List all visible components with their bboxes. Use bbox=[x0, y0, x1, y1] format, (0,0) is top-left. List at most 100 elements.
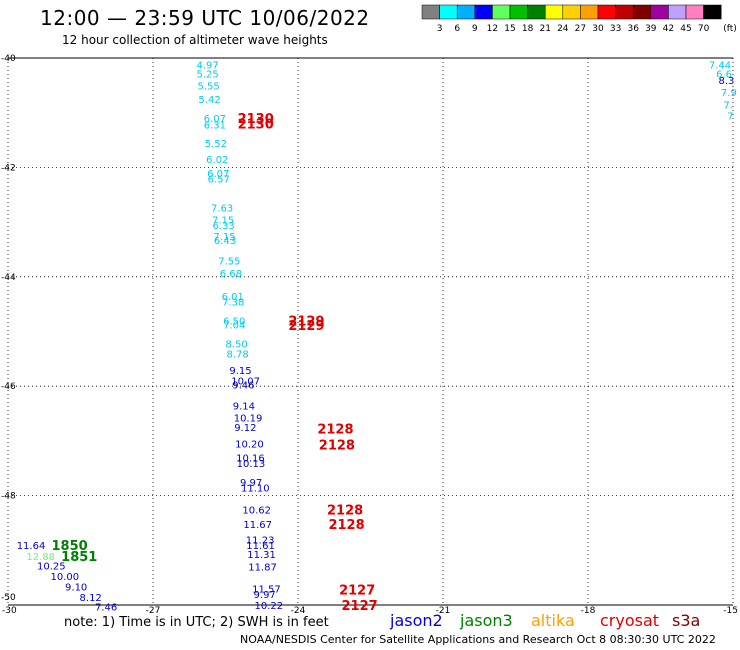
wave-height-reading: 10.25 bbox=[37, 562, 66, 573]
wave-height-reading: 7.55 bbox=[218, 256, 240, 267]
color-scale-label: 70 bbox=[698, 24, 710, 34]
wave-height-reading: 5.55 bbox=[197, 81, 219, 92]
color-swatch bbox=[421, 4, 440, 20]
wave-height-reading: 11.31 bbox=[247, 550, 276, 561]
legend-altika: altika bbox=[531, 611, 575, 630]
wave-height-reading: 6.07 bbox=[204, 114, 226, 125]
latitude-tick-label: -50 bbox=[1, 593, 16, 603]
color-swatch bbox=[632, 4, 652, 20]
wave-height-reading: 6.33 bbox=[212, 221, 234, 232]
wave-height-reading: 10.22 bbox=[255, 601, 284, 612]
longitude-tick-label: -24 bbox=[291, 606, 306, 616]
wave-height-reading: 11.23 bbox=[246, 535, 275, 546]
wave-height-reading: 6.43 bbox=[214, 236, 236, 247]
pass-time-label: 1851 bbox=[61, 550, 97, 565]
color-scale-label: 36 bbox=[627, 24, 639, 34]
pass-time-label: 2128 bbox=[319, 439, 355, 454]
wave-height-reading: 10.16 bbox=[236, 453, 265, 464]
wave-height-reading: 10.13 bbox=[237, 459, 266, 470]
pass-time-label: 2128 bbox=[317, 422, 353, 437]
wave-height-reading: 9.12 bbox=[234, 423, 256, 434]
color-scale-label: 42 bbox=[663, 24, 674, 34]
color-scale-label: 21 bbox=[539, 24, 550, 34]
pass-time-label: 1850 bbox=[52, 539, 88, 554]
wave-height-reading: 5.42 bbox=[198, 95, 220, 106]
wave-height-reading: 6.68 bbox=[220, 269, 242, 280]
color-swatch bbox=[527, 4, 546, 20]
color-scale-label: 30 bbox=[592, 24, 604, 34]
legend-cryosat: cryosat bbox=[600, 611, 659, 630]
wave-height-reading: 8.78 bbox=[226, 349, 248, 360]
color-swatch bbox=[650, 4, 669, 20]
wave-height-reading: 7 bbox=[727, 111, 733, 122]
pass-time-label: 2130 bbox=[238, 112, 274, 127]
color-scale-label: 33 bbox=[610, 24, 621, 34]
color-swatch bbox=[615, 4, 634, 20]
wave-height-reading: 12.88 bbox=[26, 552, 55, 563]
wave-height-reading: 8.3 bbox=[719, 76, 735, 87]
wave-height-reading: 11.10 bbox=[241, 483, 270, 494]
color-scale-label: 45 bbox=[680, 24, 691, 34]
wave-height-reading: 10.20 bbox=[235, 440, 264, 451]
wave-height-reading: 5.25 bbox=[197, 69, 219, 80]
wave-height-reading: 7.15 bbox=[213, 232, 235, 243]
wave-height-readings: 4.975.255.555.426.076.315.526.026.076.57… bbox=[17, 61, 737, 614]
color-scale-unit: (ft) bbox=[723, 24, 737, 34]
wave-height-reading: 11.61 bbox=[246, 541, 275, 552]
latitude-tick-label: -40 bbox=[1, 54, 16, 64]
color-scale-label: 18 bbox=[522, 24, 534, 34]
wave-height-reading: 7. bbox=[723, 100, 733, 111]
longitude-tick-label: -27 bbox=[146, 606, 161, 616]
wave-height-reading: 9.46 bbox=[232, 381, 254, 392]
wave-height-reading: 11.57 bbox=[252, 585, 281, 596]
wave-height-reading: 10.07 bbox=[231, 377, 260, 388]
wave-height-reading: 9.97 bbox=[254, 590, 276, 601]
pass-time-label: 2128 bbox=[328, 518, 364, 533]
color-swatch bbox=[703, 4, 722, 20]
pass-time-label: 2127 bbox=[342, 599, 378, 614]
wave-height-reading: 7.15 bbox=[212, 215, 234, 226]
wave-height-reading: 10.00 bbox=[51, 572, 80, 583]
wave-height-reading: 6.07 bbox=[207, 169, 229, 180]
wave-height-reading: 11.67 bbox=[243, 520, 272, 531]
wave-height-reading: 10.62 bbox=[242, 505, 271, 516]
latitude-tick-label: -48 bbox=[1, 492, 16, 502]
wave-height-reading: 7.63 bbox=[211, 203, 233, 214]
legend-s3a: s3a bbox=[672, 611, 700, 630]
wave-height-reading: 6.01 bbox=[222, 292, 244, 303]
longitude-tick-label: -21 bbox=[436, 606, 451, 616]
page-title: 12:00 — 23:59 UTC 10/06/2022 bbox=[40, 6, 370, 30]
color-swatch bbox=[597, 4, 616, 20]
color-swatch bbox=[474, 4, 493, 20]
color-scale-label: 15 bbox=[504, 24, 515, 34]
wave-height-reading: 9.15 bbox=[229, 366, 251, 377]
wave-height-reading: 7.38 bbox=[222, 297, 244, 308]
color-swatch bbox=[544, 4, 564, 20]
wave-height-reading: 6.02 bbox=[206, 155, 228, 166]
wave-height-reading: 9.10 bbox=[65, 582, 87, 593]
longitude-tick-label: -18 bbox=[581, 606, 596, 616]
satellite-legend: jason2 jason3 altika cryosat s3a bbox=[389, 611, 700, 630]
wave-height-reading: 4.97 bbox=[197, 61, 219, 72]
wave-height-reading: 7.46 bbox=[95, 603, 117, 614]
legend-jason2: jason2 bbox=[389, 611, 443, 630]
wave-height-reading: 6.6 bbox=[716, 69, 732, 80]
latitude-tick-label: -44 bbox=[1, 273, 16, 283]
latitude-tick-label: -42 bbox=[1, 163, 16, 173]
footer-legend-row: note: 1) Time is in UTC; 2) SWH is in fe… bbox=[64, 611, 700, 630]
wave-height-reading: 11.87 bbox=[248, 563, 277, 574]
wave-height-reading: 6.50 bbox=[223, 317, 245, 328]
color-scale-label: 3 bbox=[437, 24, 443, 34]
color-swatch bbox=[456, 4, 476, 20]
color-swatch bbox=[492, 4, 511, 20]
pass-time-labels: 2130213021292129212821282128212821272127… bbox=[52, 112, 378, 614]
wave-height-reading: 8.50 bbox=[226, 340, 248, 351]
color-swatch bbox=[580, 4, 599, 20]
color-scale-label: 9 bbox=[472, 24, 478, 34]
color-scale-label: 6 bbox=[454, 24, 460, 34]
page-subtitle: 12 hour collection of altimeter wave hei… bbox=[62, 33, 328, 47]
pass-time-label: 2127 bbox=[339, 584, 375, 599]
pass-time-label: 2128 bbox=[327, 503, 363, 518]
color-swatch bbox=[668, 4, 687, 20]
